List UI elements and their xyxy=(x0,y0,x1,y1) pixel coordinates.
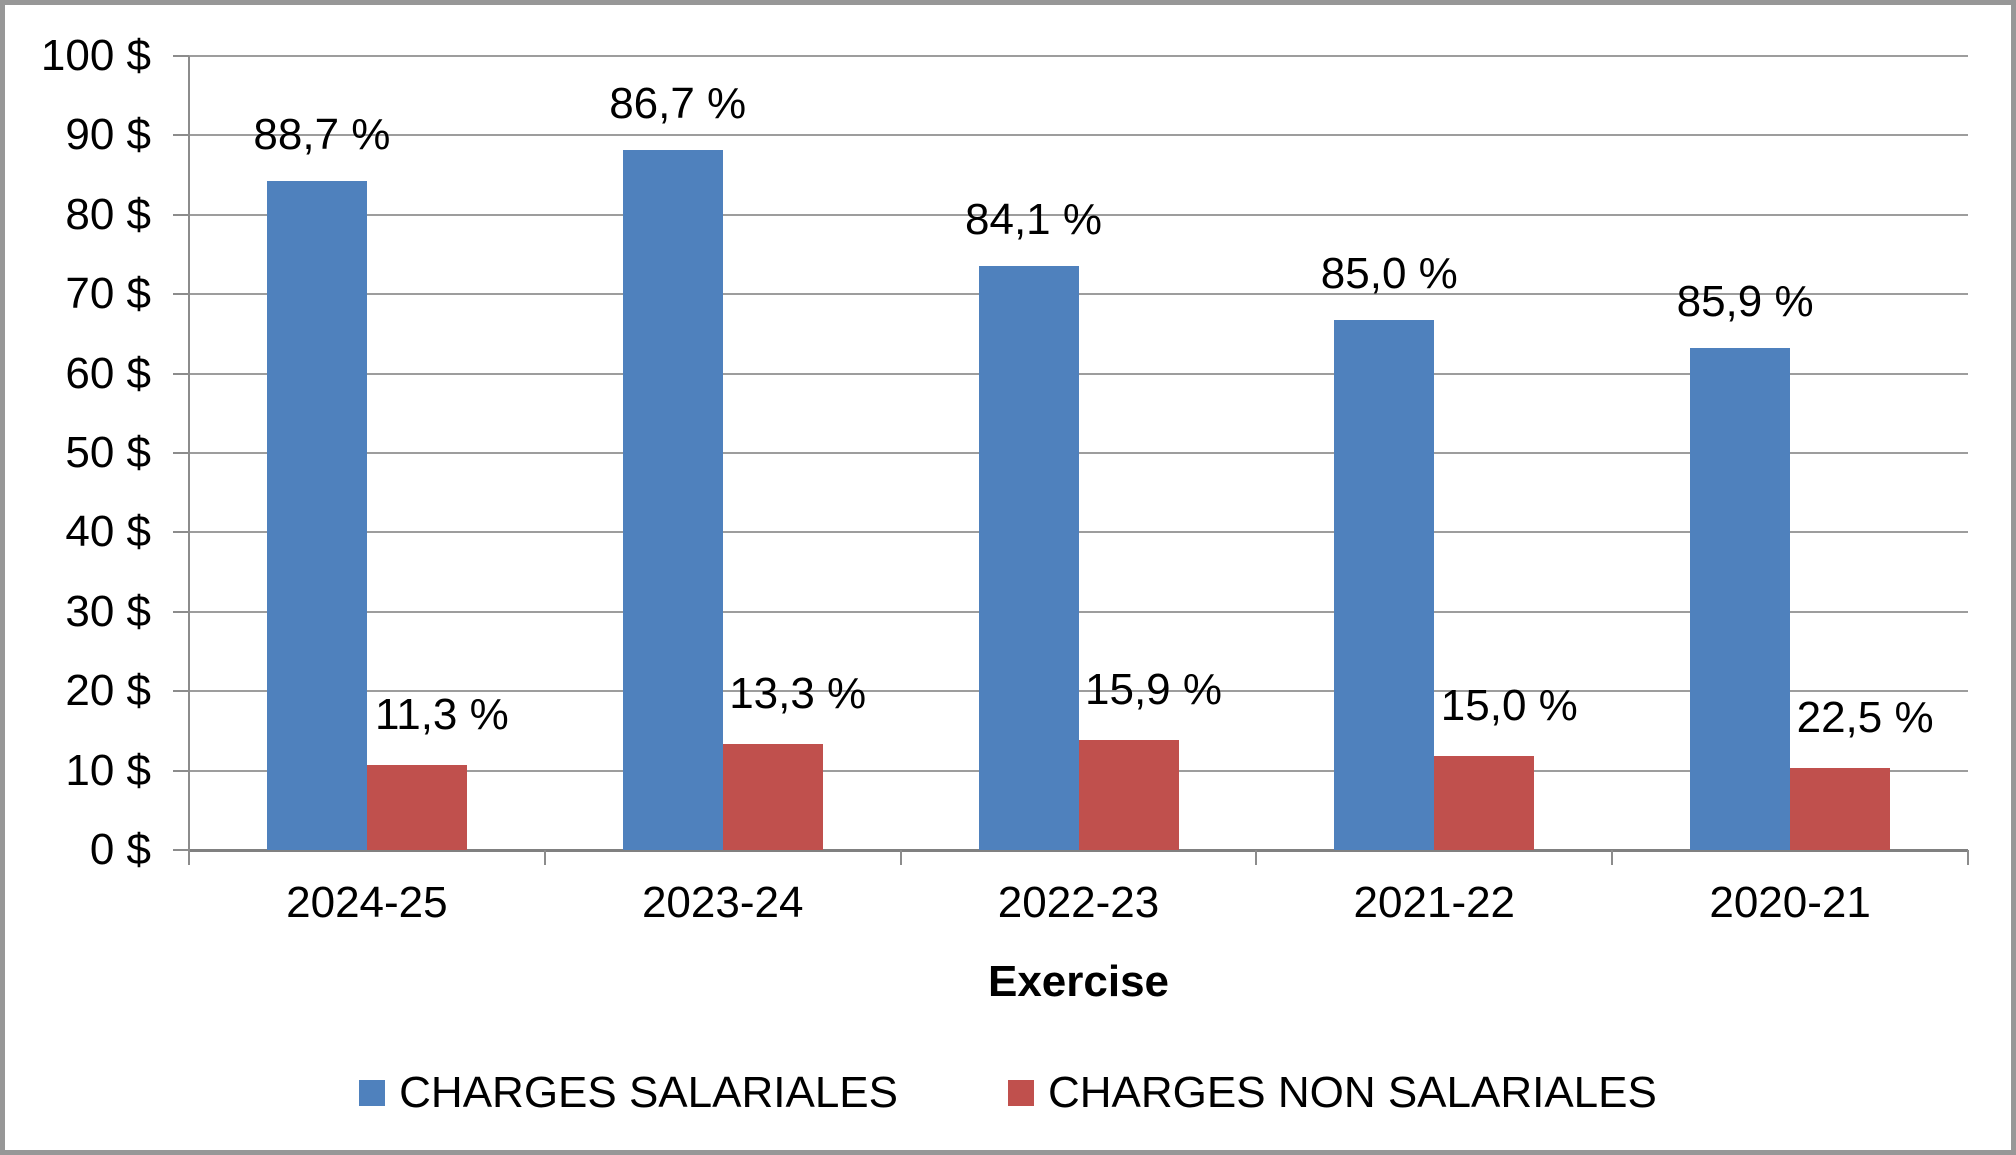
legend-label-charges-salariales: CHARGES SALARIALES xyxy=(399,1068,898,1117)
data-label-charges-non-salariales-2024-25: 11,3 % xyxy=(375,690,509,740)
y-tick xyxy=(173,849,189,851)
gridline xyxy=(189,452,1968,454)
gridline xyxy=(189,55,1968,57)
bar-charges-non-salariales-2023-24 xyxy=(722,743,823,850)
y-axis-line xyxy=(188,56,190,865)
y-tick-label: 30 $ xyxy=(65,586,151,636)
y-tick xyxy=(173,213,189,216)
x-axis-line xyxy=(189,849,1968,852)
y-tick xyxy=(173,372,189,375)
bar-charges-salariales-2024-25 xyxy=(266,181,367,850)
y-tick-label: 40 $ xyxy=(65,507,151,557)
gridline xyxy=(189,134,1968,137)
gridline xyxy=(189,293,1968,296)
x-tick xyxy=(1255,850,1258,865)
x-category-label-2020-21: 2020-21 xyxy=(1709,878,1871,927)
legend-item-charges-salariales: CHARGES SALARIALES xyxy=(359,1069,898,1117)
y-tick xyxy=(173,610,189,613)
gridline xyxy=(189,213,1968,216)
y-tick xyxy=(173,293,189,296)
bar-charges-non-salariales-2024-25 xyxy=(366,765,467,850)
legend: CHARGES SALARIALES CHARGES NON SALARIALE… xyxy=(5,1069,2011,1117)
bar-charges-non-salariales-2020-21 xyxy=(1790,768,1891,850)
x-axis-title: Exercise xyxy=(987,957,1170,1006)
y-tick xyxy=(173,690,189,693)
x-tick xyxy=(188,850,190,865)
gridline xyxy=(189,372,1968,375)
legend-swatch-charges-non-salariales xyxy=(1008,1080,1034,1106)
legend-item-charges-non-salariales: CHARGES NON SALARIALES xyxy=(1008,1069,1657,1117)
y-tick-label: 20 $ xyxy=(65,666,151,716)
y-tick-label: 80 $ xyxy=(65,189,151,239)
bar-charges-non-salariales-2022-23 xyxy=(1078,739,1179,850)
data-label-charges-non-salariales-2020-21: 22,5 % xyxy=(1796,693,1934,743)
legend-swatch-charges-salariales xyxy=(359,1080,386,1106)
data-label-charges-salariales-2020-21: 85,9 % xyxy=(1676,277,1814,327)
x-category-label-2022-23: 2022-23 xyxy=(997,878,1160,927)
y-tick-label: 0 $ xyxy=(89,825,151,874)
data-label-charges-salariales-2023-24: 86,7 % xyxy=(609,79,747,129)
y-tick-label: 50 $ xyxy=(65,428,151,477)
y-tick xyxy=(173,55,189,57)
data-label-charges-non-salariales-2022-23: 15,9 % xyxy=(1085,664,1222,714)
data-label-charges-salariales-2021-22: 85,0 % xyxy=(1320,249,1458,299)
x-tick xyxy=(1611,850,1614,865)
y-tick xyxy=(173,452,189,454)
y-tick-label: 60 $ xyxy=(65,348,151,398)
x-tick xyxy=(1967,850,1969,865)
bar-charges-salariales-2020-21 xyxy=(1690,348,1791,850)
bar-charges-salariales-2021-22 xyxy=(1334,320,1435,850)
x-category-label-2021-22: 2021-22 xyxy=(1353,878,1516,927)
x-tick xyxy=(899,850,902,865)
bar-charges-non-salariales-2021-22 xyxy=(1434,756,1535,850)
legend-label-charges-non-salariales: CHARGES NON SALARIALES xyxy=(1048,1068,1657,1117)
x-category-label-2024-25: 2024-25 xyxy=(286,878,448,927)
y-tick xyxy=(173,769,189,772)
data-label-charges-non-salariales-2023-24: 13,3 % xyxy=(729,668,867,718)
data-label-charges-salariales-2024-25: 88,7 % xyxy=(253,110,391,160)
y-tick-label: 90 $ xyxy=(65,110,151,160)
bar-charges-salariales-2023-24 xyxy=(622,150,723,850)
y-tick-label: 70 $ xyxy=(65,269,151,319)
y-tick-label: 100 $ xyxy=(40,31,151,80)
data-label-charges-non-salariales-2021-22: 15,0 % xyxy=(1440,681,1578,731)
data-label-charges-salariales-2022-23: 84,1 % xyxy=(965,194,1102,244)
gridline xyxy=(189,531,1968,534)
y-tick-label: 10 $ xyxy=(65,745,151,795)
gridline xyxy=(189,610,1968,613)
x-category-label-2023-24: 2023-24 xyxy=(641,878,804,927)
y-tick xyxy=(173,134,189,137)
bar-charges-salariales-2022-23 xyxy=(978,265,1079,850)
y-tick xyxy=(173,531,189,534)
gridline xyxy=(189,690,1968,693)
x-tick xyxy=(543,850,546,865)
